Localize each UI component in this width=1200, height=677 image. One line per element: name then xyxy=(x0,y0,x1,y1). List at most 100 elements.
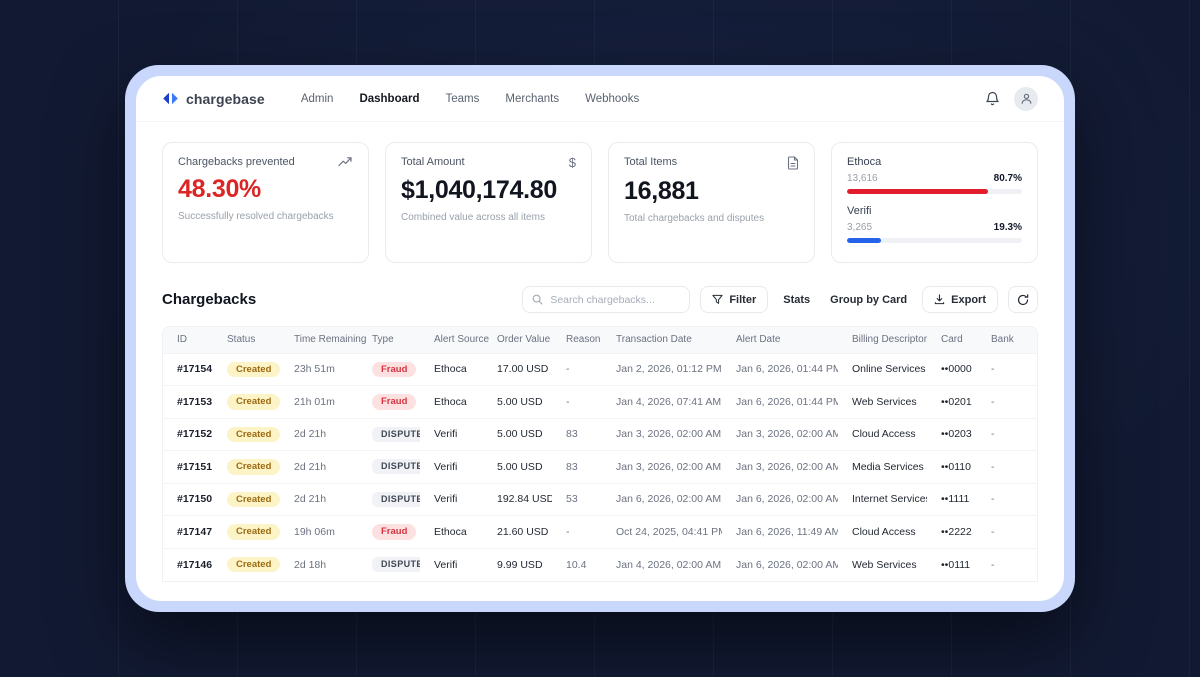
cell-time-remaining: 2d 18h xyxy=(280,547,358,581)
search-input[interactable] xyxy=(550,293,681,306)
cell-reason: 83 xyxy=(552,417,602,451)
cell-order-value: 17.00 USD xyxy=(483,352,552,386)
column-header: Bank xyxy=(977,327,1037,353)
cell-type: Fraud xyxy=(358,385,420,418)
cell-alert-date: Jan 6, 2026, 01:44 PM xyxy=(722,385,838,418)
app-window-frame: chargebase Admin Dashboard Teams Merchan… xyxy=(125,65,1075,612)
cell-reason: 53 xyxy=(552,482,602,516)
cell-alert-date: Jan 6, 2026, 01:44 PM xyxy=(722,352,838,386)
cell-alert-source: Verifi xyxy=(420,482,483,516)
source-count: 3,265 xyxy=(847,222,873,233)
table-row[interactable]: #17150 Created 2d 21h DISPUTE Verifi 192.84 U… xyxy=(163,482,1037,516)
type-badge: Fraud xyxy=(372,394,417,410)
column-header: Type xyxy=(358,327,420,353)
cell-order-value: 21.60 USD xyxy=(483,515,552,548)
nav-item-webhooks[interactable]: Webhooks xyxy=(585,92,640,105)
cell-status: Created xyxy=(213,547,280,581)
cell-status: Created xyxy=(213,352,280,386)
cell-billing-descriptor: Cloud Access xyxy=(838,417,927,451)
brand-name: chargebase xyxy=(186,90,265,107)
type-badge: DISPUTE xyxy=(372,491,420,507)
download-icon xyxy=(934,294,945,305)
source-verifi: Verifi 3,265 19.3% xyxy=(847,205,1022,243)
nav-item-dashboard[interactable]: Dashboard xyxy=(359,92,420,105)
cell-alert-source: Ethoca xyxy=(420,385,483,418)
card-subtitle: Total chargebacks and disputes xyxy=(624,213,765,224)
table-row[interactable]: #17151 Created 2d 21h DISPUTE Verifi 5.00 USD… xyxy=(163,450,1037,483)
brand-logo[interactable]: chargebase xyxy=(162,91,265,107)
top-navigation-bar: chargebase Admin Dashboard Teams Merchan… xyxy=(136,76,1064,122)
cell-transaction-date: Jan 3, 2026, 02:00 AM xyxy=(602,450,722,483)
cell-type: DISPUTE xyxy=(358,450,420,483)
cell-transaction-date: Jan 4, 2026, 02:00 AM xyxy=(602,547,722,581)
cell-status: Created xyxy=(213,417,280,451)
cell-reason: - xyxy=(552,385,602,418)
table-row[interactable]: #17146 Created 2d 18h DISPUTE Verifi 9.99 USD… xyxy=(163,547,1037,581)
card-total-amount: Total Amount $ $1,040,174.80 Combined va… xyxy=(385,142,592,263)
cell-order-value: 5.00 USD xyxy=(483,417,552,451)
cell-bank: - xyxy=(977,352,1037,386)
progress-bar-ethoca xyxy=(847,189,989,194)
cell-id: #17150 xyxy=(163,482,213,516)
table-row[interactable]: #17154 Created 23h 51m Fraud Ethoca 17.00 USD… xyxy=(163,352,1037,386)
filter-button[interactable]: Filter xyxy=(700,286,769,313)
cell-time-remaining: 2d 21h xyxy=(280,417,358,451)
progress-track xyxy=(847,189,1022,194)
group-by-card-button[interactable]: Group by Card xyxy=(825,286,912,313)
cell-alert-date: Jan 6, 2026, 02:00 AM xyxy=(722,547,838,581)
nav-item-admin[interactable]: Admin xyxy=(300,92,334,105)
column-header: Alert Source xyxy=(420,327,489,353)
cell-alert-source: Verifi xyxy=(420,417,483,451)
filter-label: Filter xyxy=(729,293,757,306)
cell-type: Fraud xyxy=(358,515,420,548)
cell-bank: - xyxy=(977,515,1037,548)
cell-time-remaining: 21h 01m xyxy=(280,385,358,418)
card-title: Total Items xyxy=(624,156,678,168)
cell-time-remaining: 19h 06m xyxy=(280,515,358,548)
total-amount-value: $1,040,174.80 xyxy=(401,176,557,204)
cell-reason: 83 xyxy=(552,450,602,483)
cell-billing-descriptor: Web Services xyxy=(838,547,927,581)
nav-item-teams[interactable]: Teams xyxy=(445,92,480,105)
user-avatar[interactable] xyxy=(1014,86,1038,111)
source-percent: 80.7% xyxy=(993,173,1022,184)
topbar-actions xyxy=(985,86,1038,111)
cell-order-value: 5.00 USD xyxy=(483,385,552,418)
status-badge: Created xyxy=(227,394,280,410)
table-row[interactable]: #17153 Created 21h 01m Fraud Ethoca 5.00 USD -… xyxy=(163,385,1037,418)
stats-button[interactable]: Stats xyxy=(778,286,815,313)
cell-alert-source: Verifi xyxy=(420,547,483,581)
source-percent: 19.3% xyxy=(993,222,1022,233)
cell-card: ••0111 xyxy=(927,547,977,581)
cell-time-remaining: 23h 51m xyxy=(280,352,358,386)
cell-bank: - xyxy=(977,482,1037,516)
table-row[interactable]: #17152 Created 2d 21h DISPUTE Verifi 5.00 USD… xyxy=(163,417,1037,451)
cell-transaction-date: Jan 6, 2026, 02:00 AM xyxy=(602,482,722,516)
chargebacks-table: ID Status Time Remaining Type Alert Source Or… xyxy=(162,326,1038,582)
status-badge: Created xyxy=(227,459,280,475)
cell-card: ••2222 xyxy=(927,515,977,548)
cell-type: DISPUTE xyxy=(358,547,420,581)
cell-bank: - xyxy=(977,385,1037,418)
stats-cards-row: Chargebacks prevented 48.30% Successfull… xyxy=(162,142,1038,263)
source-name: Ethoca xyxy=(847,156,882,168)
cell-transaction-date: Jan 3, 2026, 02:00 AM xyxy=(602,417,722,451)
cell-alert-source: Ethoca xyxy=(420,352,483,386)
cell-card: ••0000 xyxy=(927,352,977,386)
cell-id: #17153 xyxy=(163,385,213,418)
refresh-button[interactable] xyxy=(1008,286,1038,313)
export-button[interactable]: Export xyxy=(922,286,998,313)
main-content: Chargebacks prevented 48.30% Successfull… xyxy=(136,122,1064,601)
nav-item-merchants[interactable]: Merchants xyxy=(505,92,560,105)
card-total-items: Total Items 16,881 Total chargebacks and… xyxy=(608,142,815,263)
table-row[interactable]: #17147 Created 19h 06m Fraud Ethoca 21.60 USD… xyxy=(163,515,1037,548)
card-subtitle: Successfully resolved chargebacks xyxy=(178,211,334,222)
notifications-button[interactable] xyxy=(985,91,1000,107)
column-header: Order Value xyxy=(483,327,552,353)
card-subtitle: Combined value across all items xyxy=(401,212,545,223)
cell-id: #17146 xyxy=(163,547,213,581)
cell-time-remaining: 2d 21h xyxy=(280,482,358,516)
cell-order-value: 192.84 USD xyxy=(483,482,552,516)
cell-id: #17154 xyxy=(163,352,213,386)
